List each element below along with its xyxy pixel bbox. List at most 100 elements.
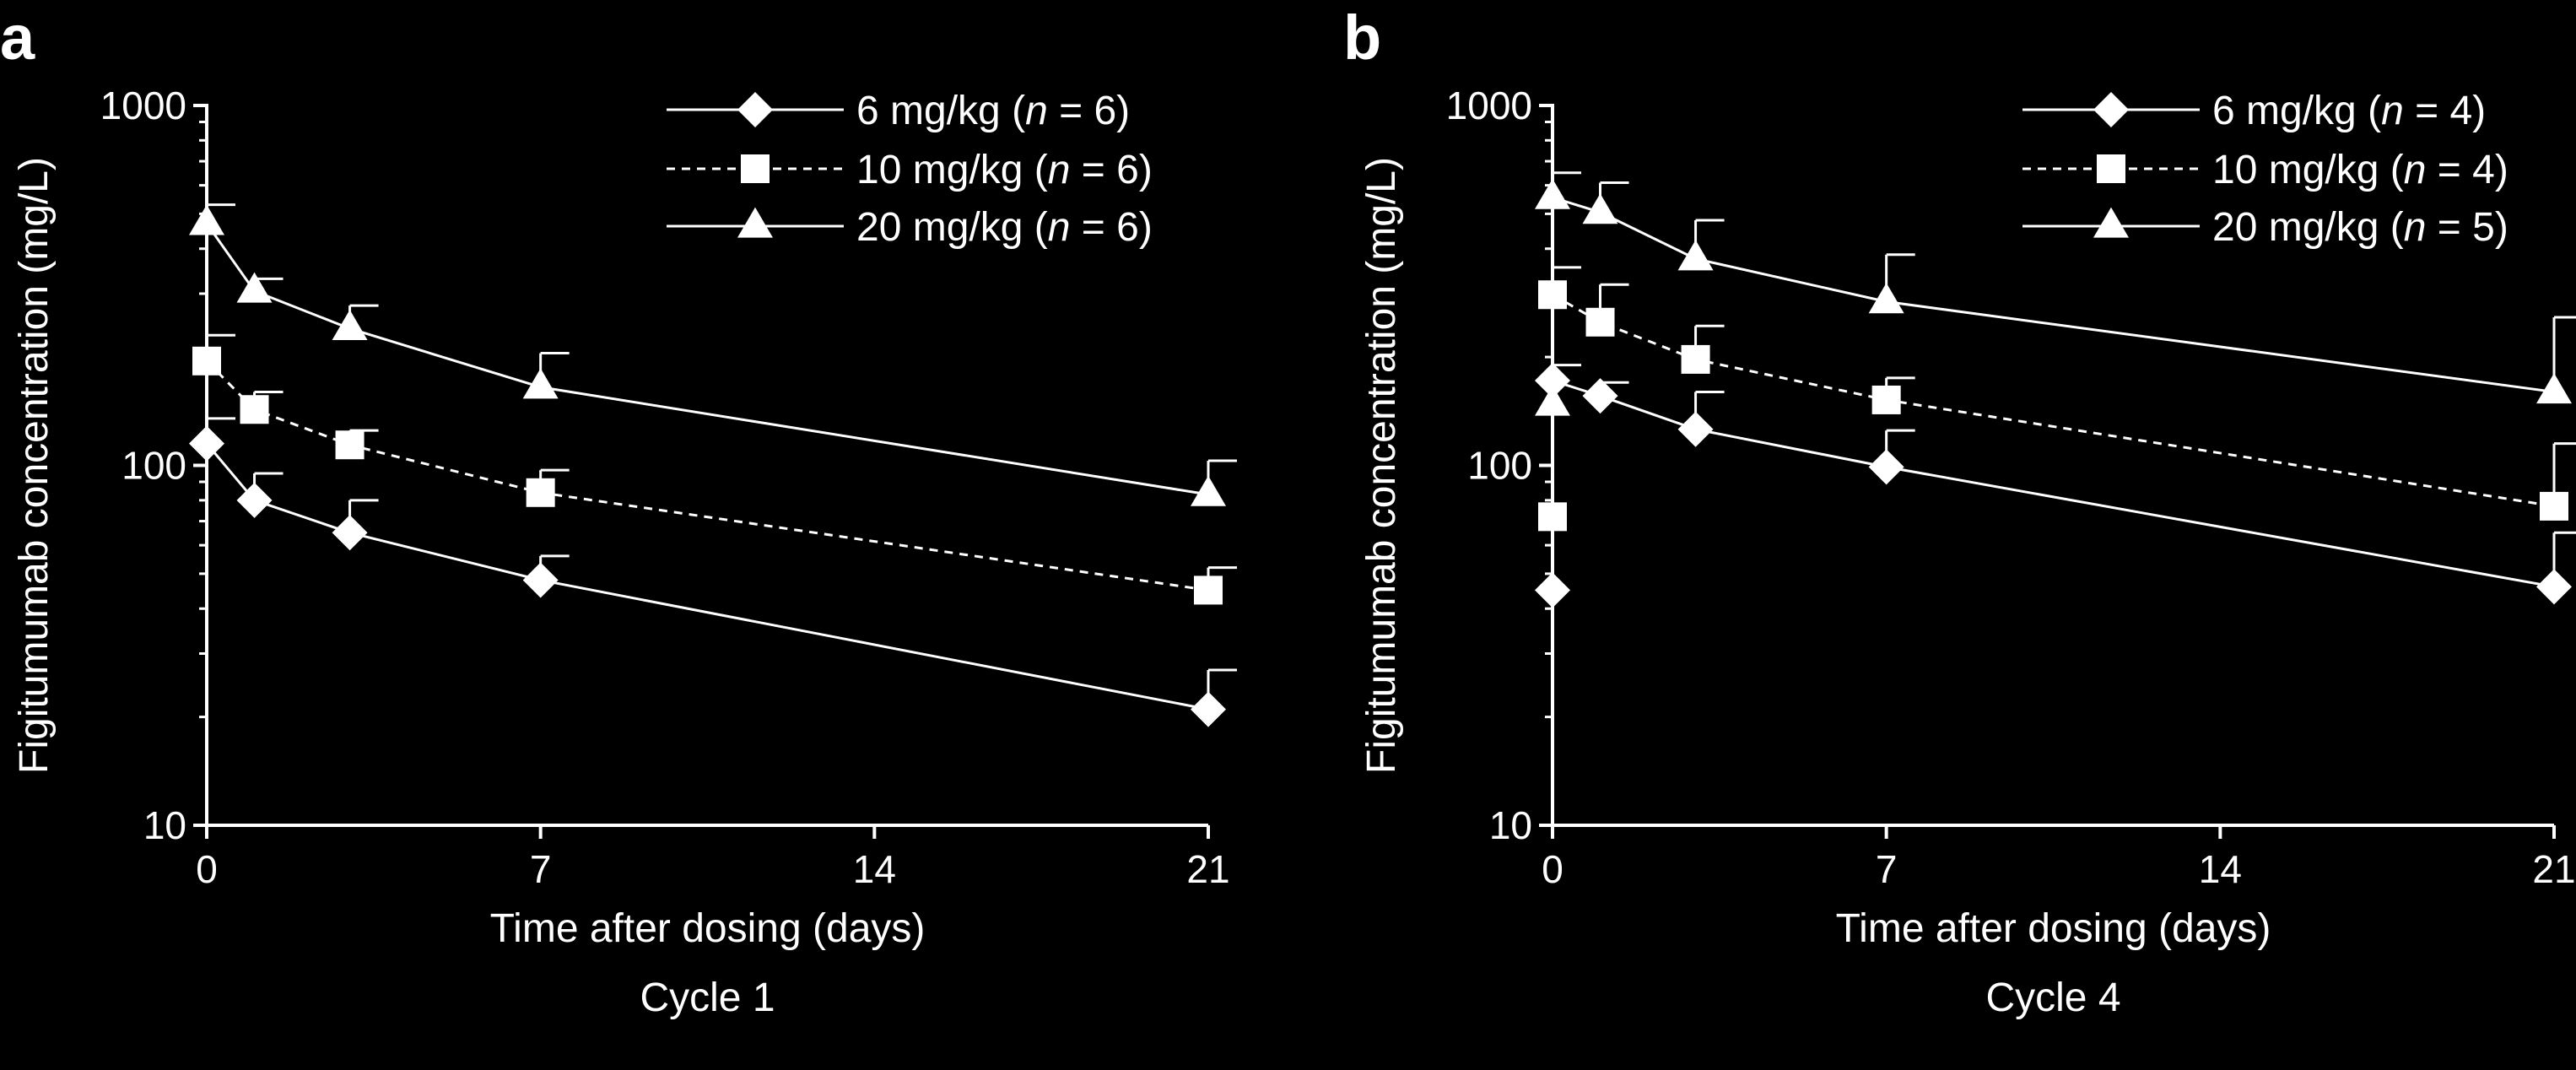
series-diamond [1535, 363, 2576, 608]
y-tick-label: 1000 [100, 84, 186, 127]
data-point [1871, 385, 1901, 414]
data-point [1191, 691, 1226, 727]
panel-letter: a [0, 3, 35, 73]
chart-panel-a: 10 100 1000 0 7 14 21 Time after dosing (days) C… [0, 3, 1237, 1020]
series-diamond [189, 417, 1237, 727]
legend-label-prefix: 20 mg/kg ( [856, 205, 1048, 250]
data-point [1535, 178, 1570, 209]
x-tick-label: 14 [2199, 847, 2242, 891]
data-point [1535, 385, 1570, 416]
series-triangle [189, 203, 1237, 506]
legend-entry: 6 mg/kg (n = 4) [2022, 89, 2486, 133]
y-tick-label: 100 [122, 444, 186, 488]
legend-entry: 20 mg/kg (n = 6) [667, 205, 1153, 250]
legend-label: 6 mg/kg (n = 6) [856, 89, 1130, 133]
data-point [1868, 449, 1904, 485]
data-point [1582, 378, 1618, 414]
legend-marker [2093, 207, 2129, 238]
legend-label-italic: n [1048, 205, 1071, 250]
legend-label-italic: n [1048, 148, 1071, 192]
legend-label-italic: n [2404, 205, 2427, 250]
data-point [1582, 193, 1618, 224]
legend-label: 20 mg/kg (n = 6) [856, 205, 1153, 250]
series-square [1538, 266, 2576, 532]
data-point [1681, 344, 1710, 374]
x-tick-label: 21 [1186, 847, 1229, 891]
data-point [1535, 363, 1570, 399]
x-axis-label: Time after dosing (days) [1836, 906, 2271, 951]
data-point [1868, 283, 1904, 314]
x-tick-label: 0 [196, 847, 218, 891]
legend-marker [737, 207, 773, 238]
legend-label-suffix: = 6) [1048, 89, 1130, 133]
series-square [192, 333, 1237, 605]
data-point [2536, 569, 2572, 605]
legend-label-italic: n [2381, 89, 2404, 133]
x-tick-label: 14 [853, 847, 896, 891]
legend-label-italic: n [2404, 148, 2427, 192]
legend-label-suffix: = 6) [1070, 205, 1152, 250]
data-point [236, 272, 273, 303]
data-point [332, 310, 368, 341]
legend-label-prefix: 10 mg/kg ( [856, 148, 1048, 192]
legend-entry: 6 mg/kg (n = 6) [667, 89, 1130, 133]
data-point [1191, 475, 1226, 506]
data-point [335, 430, 365, 460]
data-point [1538, 280, 1567, 310]
data-point [2536, 373, 2572, 404]
x-tick-label: 0 [1542, 847, 1563, 891]
data-point [1535, 572, 1570, 608]
y-axis-label: Figitumumab concentration (mg/L) [12, 157, 57, 774]
data-point [240, 395, 269, 424]
data-point [192, 346, 221, 376]
x-tick-label: 21 [2532, 847, 2575, 891]
x-tick-label: 7 [530, 847, 552, 891]
series-triangle [1535, 171, 2576, 416]
legend-label-suffix: = 5) [2426, 205, 2508, 250]
y-tick-label: 10 [1489, 803, 1532, 847]
y-axis-label: Figitumumab concentration (mg/L) [1359, 157, 1404, 774]
legend-label-suffix: = 6) [1070, 148, 1152, 192]
legend-label-suffix: = 4) [2404, 89, 2486, 133]
data-point [526, 478, 555, 507]
y-tick-label: 1000 [1446, 84, 1532, 127]
cycle-label: Cycle 4 [1985, 975, 2120, 1020]
legend-entry: 20 mg/kg (n = 5) [2022, 205, 2508, 250]
data-point [1677, 240, 1714, 271]
data-point [1194, 576, 1223, 605]
legend-marker [737, 92, 773, 127]
cycle-label: Cycle 1 [640, 975, 775, 1020]
legend-label: 10 mg/kg (n = 6) [856, 148, 1153, 192]
legend-label-prefix: 10 mg/kg ( [2212, 148, 2404, 192]
data-point [1677, 411, 1714, 447]
legend-marker [741, 154, 770, 183]
legend-label-prefix: 20 mg/kg ( [2212, 205, 2404, 250]
legend-entry: 10 mg/kg (n = 4) [2022, 148, 2508, 192]
data-point [1585, 307, 1615, 337]
legend-marker [2097, 154, 2125, 183]
data-point [332, 515, 368, 551]
data-point [1538, 502, 1567, 532]
y-tick-label: 10 [143, 803, 186, 847]
y-tick-label: 100 [1467, 444, 1532, 488]
chart-panel-b: 10 100 1000 0 7 14 21 Time after dosing (days) C… [1343, 3, 2576, 1020]
x-axis-label: Time after dosing (days) [490, 906, 926, 951]
data-point [522, 368, 559, 399]
legend-label-italic: n [1025, 89, 1048, 133]
legend-label-suffix: = 4) [2426, 148, 2508, 192]
legend-entry: 10 mg/kg (n = 6) [667, 148, 1153, 192]
legend-label: 10 mg/kg (n = 4) [2212, 148, 2508, 192]
legend-marker [2093, 92, 2129, 127]
x-tick-label: 7 [1876, 847, 1898, 891]
legend-label-prefix: 6 mg/kg ( [856, 89, 1025, 133]
data-point [2540, 491, 2568, 521]
legend-label: 6 mg/kg (n = 4) [2212, 89, 2486, 133]
legend-label: 20 mg/kg (n = 5) [2212, 205, 2508, 250]
legend-label-prefix: 6 mg/kg ( [2212, 89, 2381, 133]
panel-letter: b [1343, 3, 1381, 73]
data-point [189, 204, 224, 235]
data-point [189, 425, 224, 462]
data-point [522, 562, 559, 598]
